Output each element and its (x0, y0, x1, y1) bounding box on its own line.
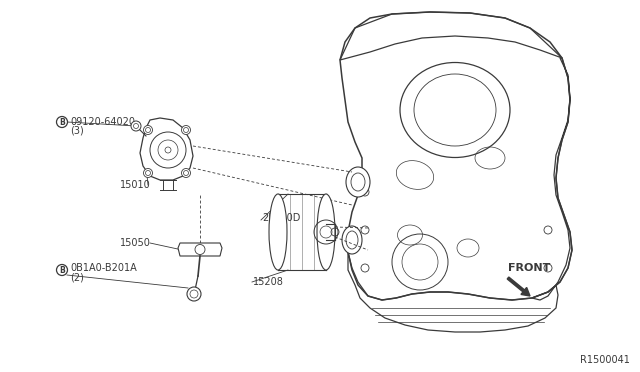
Circle shape (131, 121, 141, 131)
Text: 15010: 15010 (120, 180, 151, 190)
FancyArrow shape (508, 277, 530, 296)
Polygon shape (178, 243, 222, 256)
Circle shape (182, 125, 191, 135)
Circle shape (187, 287, 201, 301)
Text: (3): (3) (70, 125, 84, 135)
Circle shape (56, 264, 67, 276)
Text: R1500041: R1500041 (580, 355, 630, 365)
Circle shape (143, 169, 152, 177)
Text: B: B (59, 266, 65, 275)
Text: B: B (59, 118, 65, 127)
Ellipse shape (342, 226, 362, 254)
Text: 0B1A0-B201A: 0B1A0-B201A (70, 263, 137, 273)
Text: 09120-64020: 09120-64020 (70, 117, 135, 127)
Ellipse shape (317, 194, 335, 270)
Text: 15050: 15050 (120, 238, 151, 248)
Circle shape (56, 116, 67, 128)
Circle shape (182, 169, 191, 177)
Ellipse shape (269, 194, 287, 270)
Polygon shape (140, 118, 193, 180)
Text: 15208: 15208 (253, 277, 284, 287)
Text: (2): (2) (70, 272, 84, 282)
Circle shape (143, 125, 152, 135)
Text: 2E630D: 2E630D (262, 213, 300, 223)
Ellipse shape (346, 167, 370, 197)
Text: FRONT: FRONT (508, 263, 550, 273)
